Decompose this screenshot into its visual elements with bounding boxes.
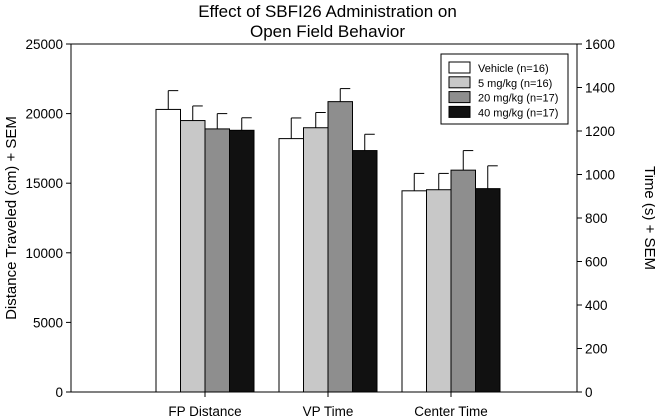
bar <box>475 188 501 393</box>
left-tick-label: 15000 <box>25 176 63 191</box>
bar <box>401 190 427 393</box>
bar <box>278 138 304 393</box>
left-tick-label: 5000 <box>33 315 63 330</box>
bar <box>180 120 206 393</box>
right-tick-label: 1400 <box>585 81 615 96</box>
legend-label: 20 mg/kg (n=17) <box>478 93 558 105</box>
legend-label: 5 mg/kg (n=16) <box>478 78 552 90</box>
right-tick-label: 600 <box>585 255 608 270</box>
bar <box>204 128 230 393</box>
bar <box>352 150 378 393</box>
x-tick-label: VP Time <box>303 404 354 419</box>
right-tick-label: 1200 <box>585 124 615 139</box>
right-tick-label: 800 <box>585 211 608 226</box>
bar <box>303 127 329 393</box>
right-tick-label: 1600 <box>585 37 615 52</box>
left-tick-label: 25000 <box>25 37 63 52</box>
right-tick-label: 200 <box>585 342 608 357</box>
left-tick-label: 0 <box>55 385 63 400</box>
bar <box>327 101 353 393</box>
legend: Vehicle (n=16) 5 mg/kg (n=16) 20 mg/kg (n=… <box>440 53 569 125</box>
x-tick-label: FP Distance <box>168 404 241 419</box>
legend-swatch <box>448 76 471 89</box>
legend-label: Vehicle (n=16) <box>478 63 549 75</box>
right-tick-label: 1000 <box>585 168 615 183</box>
legend-swatch <box>448 61 471 74</box>
bars-layer <box>155 88 501 393</box>
left-tick-label: 20000 <box>25 107 63 122</box>
right-tick-label: 400 <box>585 298 608 313</box>
bar <box>426 189 452 393</box>
legend-swatch <box>448 105 471 118</box>
chart-title-line-2: Open Field Behavior <box>250 22 405 41</box>
x-tick-label: Center Time <box>414 404 488 419</box>
right-tick-label: 0 <box>585 385 593 400</box>
right-axis-label: Time (s) + SEM <box>641 166 655 270</box>
left-axis-label: Distance Traveled (cm) + SEM <box>3 116 20 320</box>
bar <box>229 129 255 393</box>
bar <box>155 108 181 393</box>
left-tick-label: 10000 <box>25 246 63 261</box>
legend-label: 40 mg/kg (n=17) <box>478 107 558 119</box>
legend-swatch <box>448 91 471 104</box>
chart-title-line-1: Effect of SBFI26 Administration on <box>198 2 457 21</box>
bar <box>450 169 476 393</box>
ticks-layer: 0 5000 10000 15000 20000 25000 0 200 400 600 800 10… <box>25 37 615 419</box>
